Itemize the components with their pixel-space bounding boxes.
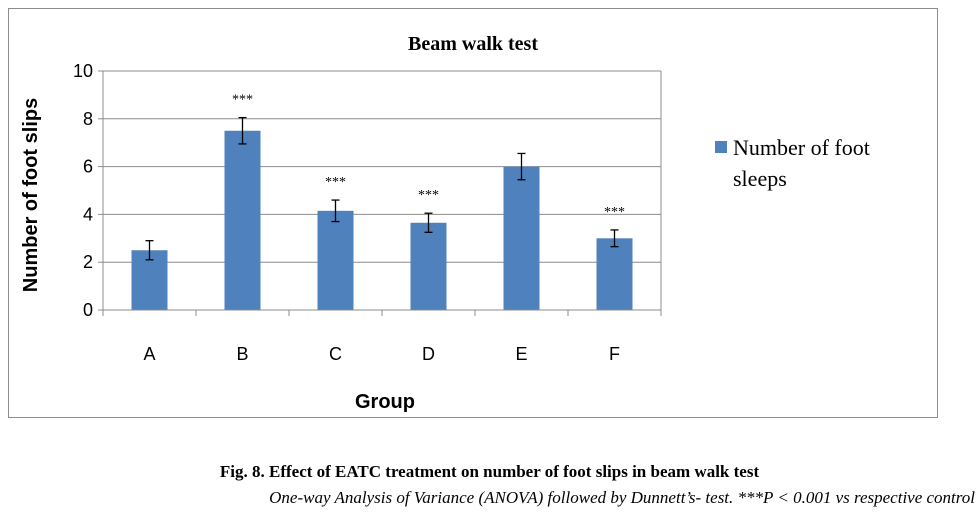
x-tick-label-A: A — [143, 344, 155, 364]
x-tick-label-D: D — [422, 344, 435, 364]
significance-label-B: *** — [232, 93, 253, 108]
significance-label-D: *** — [418, 188, 439, 203]
gridlines — [103, 70, 661, 263]
y-tick-label-8: 8 — [83, 109, 93, 129]
legend-label-line-2: sleeps — [733, 166, 787, 191]
bar-B — [224, 130, 261, 310]
y-tick-label-4: 4 — [83, 204, 93, 224]
x-tick-label-B: B — [236, 344, 248, 364]
y-tick-label-2: 2 — [83, 252, 93, 272]
legend-label-line-1: Number of foot — [733, 135, 870, 160]
bar-D — [410, 222, 447, 310]
significance-label-C: *** — [325, 175, 346, 190]
statistics-note: One-way Analysis of Variance (ANOVA) fol… — [269, 488, 975, 507]
y-tick-label-6: 6 — [83, 157, 93, 177]
bar-chart: Beam walk test *** *** *** *** 0 2 4 6 8 10 A B C D E… — [20, 33, 870, 413]
chart-container: Beam walk test *** *** *** *** 0 2 4 6 8 10 A B C D E… — [8, 8, 938, 418]
y-tick-label-10: 10 — [73, 61, 93, 81]
bar-C — [317, 210, 354, 310]
legend: Number of foot sleeps — [715, 135, 870, 191]
x-axis-title: Group — [355, 391, 415, 413]
legend-swatch — [715, 141, 727, 153]
chart-title: Beam walk test — [408, 33, 538, 55]
y-axis-title: Number of foot slips — [20, 98, 42, 292]
bar-F — [596, 238, 633, 310]
figure-caption: Fig. 8. Effect of EATC treatment on numb… — [219, 462, 760, 481]
axes: 0 2 4 6 8 10 A B C D E F — [73, 61, 662, 364]
bar-E — [503, 166, 540, 310]
significance-label-F: *** — [604, 205, 625, 220]
x-tick-label-F: F — [609, 344, 620, 364]
bars: *** *** *** *** — [131, 93, 633, 310]
x-tick-label-E: E — [515, 344, 527, 364]
y-tick-label-0: 0 — [83, 300, 93, 320]
x-tick-label-C: C — [329, 344, 342, 364]
